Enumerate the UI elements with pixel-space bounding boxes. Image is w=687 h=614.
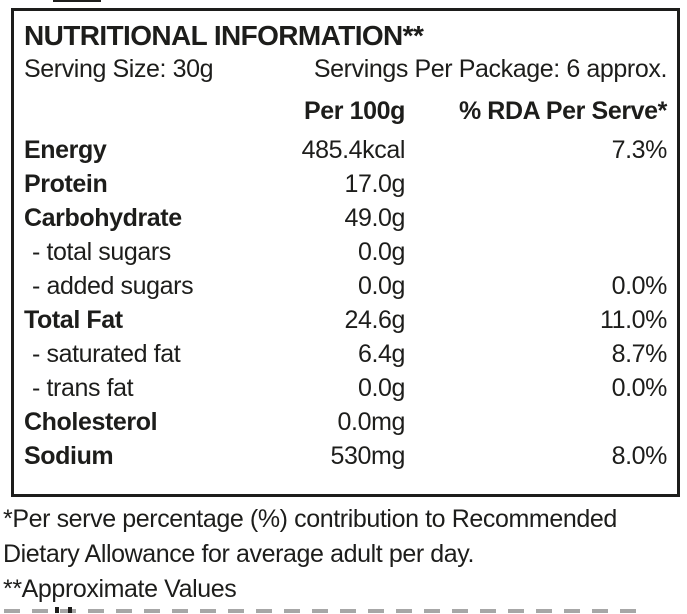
nutrient-name: Carbohydrate: [24, 204, 182, 232]
table-row-energy: Energy 485.4kcal 7.3%: [24, 133, 667, 167]
footnote-rda-line-1: *Per serve percentage (%) contribution t…: [3, 505, 617, 533]
table-row-added-sugars: - added sugars 0.0g 0.0%: [24, 269, 667, 303]
nutrition-facts-panel: NUTRITIONAL INFORMATION** Serving Size: …: [11, 8, 680, 497]
column-header-per-100g: Per 100g: [303, 97, 405, 125]
per-100g-value: 485.4kcal: [301, 136, 406, 164]
per-100g-value: 0.0g: [357, 238, 405, 266]
nutrient-name: - added sugars: [32, 272, 194, 300]
nutrient-name: Protein: [24, 170, 108, 198]
column-header-row: Per 100g % RDA Per Serve*: [24, 95, 667, 127]
table-row-total-sugars: - total sugars 0.0g: [24, 235, 667, 269]
per-100g-value: 49.0g: [344, 204, 405, 232]
table-row-carbohydrate: Carbohydrate 49.0g: [24, 201, 667, 235]
clipped-bottom-text-remnant: [4, 607, 644, 613]
footnotes: *Per serve percentage (%) contribution t…: [3, 502, 683, 607]
nutrient-name: Total Fat: [24, 306, 123, 334]
nutrient-name: Energy: [24, 136, 107, 164]
per-100g-value: 0.0g: [357, 374, 405, 402]
table-row-saturated-fat: - saturated fat 6.4g 8.7%: [24, 337, 667, 371]
per-100g-value: 24.6g: [344, 306, 405, 334]
panel-title: NUTRITIONAL INFORMATION**: [24, 20, 424, 51]
per-100g-value: 530mg: [330, 442, 406, 470]
per-100g-value: 17.0g: [344, 170, 405, 198]
per-100g-value: 0.0g: [357, 272, 405, 300]
footnote-approximate-values: **Approximate Values: [3, 575, 237, 603]
nutrient-name: Sodium: [24, 442, 114, 470]
clipped-letter-stroke: [68, 607, 72, 613]
rda-value: 11.0%: [599, 306, 667, 334]
table-row-protein: Protein 17.0g: [24, 167, 667, 201]
per-100g-value: 6.4g: [357, 340, 405, 368]
table-row-sodium: Sodium 530mg 8.0%: [24, 439, 667, 473]
table-row-cholesterol: Cholesterol 0.0mg: [24, 405, 667, 439]
clipped-letter-stroke: [55, 607, 59, 613]
column-header-rda: % RDA Per Serve*: [458, 97, 667, 125]
nutrient-name: - total sugars: [32, 238, 171, 266]
footnote-rda-line-2: Dietary Allowance for average adult per …: [3, 540, 475, 568]
rda-value: 8.7%: [611, 340, 668, 368]
rda-value: 0.0%: [611, 374, 668, 402]
nutrient-name: - trans fat: [32, 374, 134, 402]
nutrient-name: Cholesterol: [24, 408, 158, 436]
rda-value: 7.3%: [611, 136, 668, 164]
rda-value: 8.0%: [611, 442, 668, 470]
table-row-total-fat: Total Fat 24.6g 11.0%: [24, 303, 667, 337]
table-row-trans-fat: - trans fat 0.0g 0.0%: [24, 371, 667, 405]
clipped-top-text-remnant: [53, 0, 101, 2]
nutrient-name: - saturated fat: [32, 340, 181, 368]
servings-per-package: Servings Per Package: 6 approx.: [313, 55, 667, 83]
per-100g-value: 0.0mg: [337, 408, 406, 436]
serving-size: Serving Size: 30g: [24, 55, 214, 83]
serving-info-row: Serving Size: 30g Servings Per Package: …: [24, 53, 667, 85]
nutrient-table: Energy 485.4kcal 7.3% Protein 17.0g Carb…: [24, 133, 667, 473]
rda-value: 0.0%: [611, 272, 668, 300]
